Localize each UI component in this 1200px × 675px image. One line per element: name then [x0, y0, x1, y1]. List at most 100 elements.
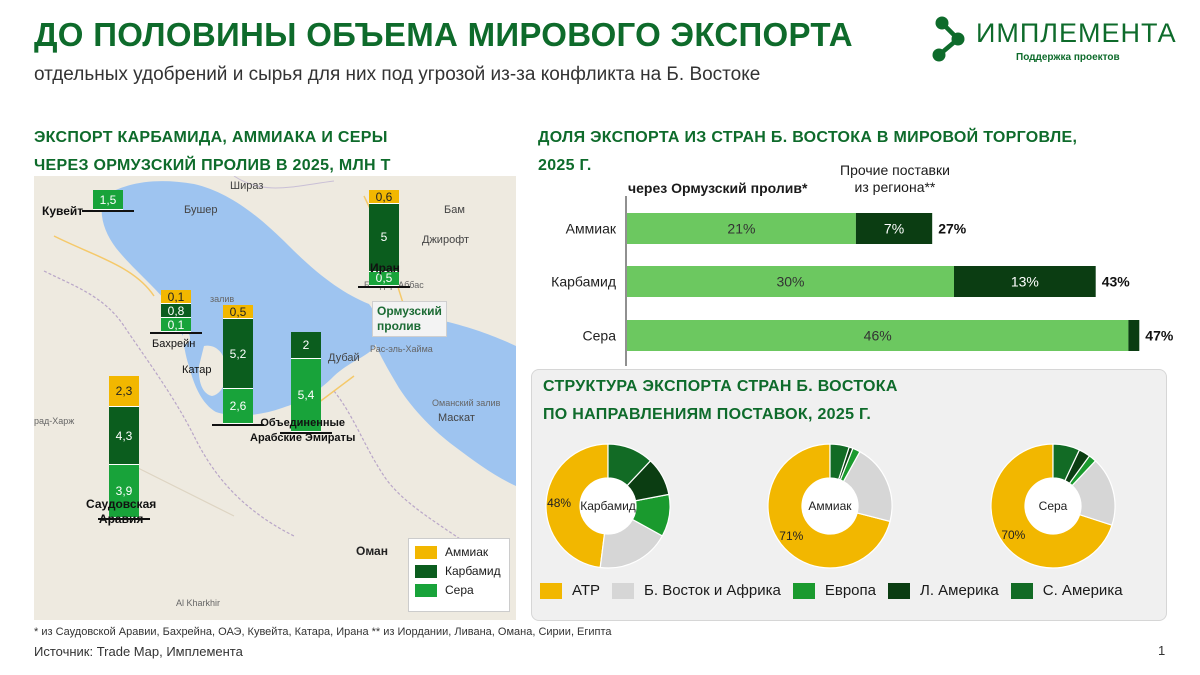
place-oman-gulf: Оманский залив — [432, 398, 501, 408]
bar-segment-carbamide: 5 — [369, 204, 399, 272]
donut-legend: АТР Б. Восток и Африка Европа Л. Америка С. … — [540, 582, 1135, 599]
place-oman: Оман — [356, 544, 388, 558]
legend-swatch — [415, 545, 437, 559]
donut-slice — [767, 443, 891, 569]
category-label: Аммиак — [566, 221, 617, 237]
legend-swatch — [415, 564, 437, 578]
donut-charts: Карбамид 48% Аммиак 71% Сера 70% — [545, 443, 1116, 569]
bar-label-other: 7% — [884, 221, 904, 237]
donut-hole — [802, 478, 858, 534]
legend-swatch — [540, 582, 562, 599]
map-section-title: ЭКСПОРТ КАРБАМИДА, АММИАКА И СЕРЫ ЧЕРЕЗ … — [34, 129, 391, 174]
donut-legend-item: Л. Америка — [887, 582, 999, 599]
bar-other — [1128, 320, 1140, 351]
bar-segment-sulfur: 1,5 — [93, 190, 123, 211]
bar-other — [954, 266, 1096, 297]
page-title: ДО ПОЛОВИНЫ ОБЪЕМА МИРОВОГО ЭКСПОРТА — [34, 16, 853, 53]
bar-segment-carbamide: 0,8 — [161, 304, 191, 318]
stack-bahrain: 0,1 0,8 0,1 — [150, 290, 202, 334]
bar-label-hormuz: 30% — [776, 274, 804, 290]
place-gulf: залив — [210, 294, 235, 304]
col-head-hormuz: через Ормузский пролив* — [628, 180, 808, 196]
bar-label-hormuz: 46% — [864, 328, 892, 344]
country-iran: Иран — [370, 261, 400, 275]
stack-bars: 0,6 5 0,5 — [369, 190, 399, 286]
page-number: 1 — [1158, 643, 1166, 658]
legend-label: Б. Восток и Африка — [644, 582, 781, 599]
donut-slice — [631, 493, 671, 537]
place-al-kharkhir: Al Kharkhir — [176, 598, 221, 608]
donut-hole — [580, 478, 636, 534]
place-dubai: Дубай — [328, 352, 360, 364]
stack-bars: 0,1 0,8 0,1 — [161, 290, 191, 332]
legend-label: АТР — [572, 582, 601, 599]
map-legend: Аммиак Карбамид Сера — [408, 538, 510, 612]
donut-section-title: СТРУКТУРА ЭКСПОРТА СТРАН Б. ВОСТОКА ПО Н… — [543, 378, 898, 423]
logo-mark-icon — [932, 16, 965, 62]
source: Источник: Trade Map, Имплемента — [34, 644, 243, 659]
donut-value-label: 48% — [547, 496, 571, 510]
page-subtitle: отдельных удобрений и сырья для них под … — [34, 64, 761, 85]
stack-bars: 1,5 — [93, 190, 123, 211]
country-uae: Объединенные Арабские Эмираты — [250, 417, 356, 444]
place-haradh: рад-Харж — [34, 416, 75, 426]
bar-segment-sulfur: 3,9 — [109, 465, 139, 518]
bar-hormuz — [627, 266, 954, 297]
place-bushehr: Бушер — [184, 204, 218, 216]
bar-total-label: 47% — [1145, 328, 1174, 344]
stack-saudi: 2,3 4,3 3,9 — [98, 376, 150, 520]
stack-uae: 2 5,4 — [280, 332, 332, 434]
place-shiraz: Шираз — [230, 180, 264, 192]
stack-baseline — [150, 332, 202, 334]
donut-value-label: 71% — [779, 529, 803, 543]
bar-total-label: 27% — [938, 221, 967, 237]
bar-segment-ammonia: 0,6 — [369, 190, 399, 204]
country-saudi: Саудовская Аравия — [86, 497, 157, 526]
stack-baseline — [212, 424, 264, 427]
country-bahrain: Бахрейн — [152, 338, 196, 350]
donut-center-label: Сера — [1039, 499, 1068, 513]
legend-label: Л. Америка — [919, 582, 999, 599]
footnote: * из Саудовской Аравии, Бахрейна, ОАЭ, К… — [34, 626, 612, 638]
donut-panel: СТРУКТУРА ЭКСПОРТА СТРАН Б. ВОСТОКА ПО Н… — [531, 369, 1167, 621]
donut-legend-item: Б. Восток и Африка — [612, 582, 781, 599]
place-jiroft: Джирофт — [422, 234, 470, 246]
stack-baseline — [280, 431, 332, 434]
donut-legend-item: АТР — [540, 582, 600, 599]
legend-item-sulfur: Сера — [415, 583, 503, 597]
bar-segment-sulfur: 2,6 — [223, 389, 253, 425]
legend-label: С. Америка — [1042, 582, 1123, 599]
logo: ИМПЛЕМЕНТА Поддержка проектов — [930, 12, 1180, 70]
donut-legend-item: С. Америка — [1010, 582, 1123, 599]
legend-swatch — [887, 582, 910, 599]
bar-total-label: 43% — [1102, 274, 1131, 290]
stack-bars: 0,5 5,2 2,6 — [223, 305, 253, 425]
bar-segment-carbamide: 5,2 — [223, 319, 253, 390]
legend-swatch — [415, 583, 437, 597]
place-ras-al-khaimah: Рас-эль-Хайма — [370, 344, 433, 354]
stack-baseline — [98, 517, 150, 520]
stack-baseline — [358, 285, 410, 288]
country-kuwait: Кувейт — [42, 204, 84, 218]
donut-value-label: 70% — [1001, 528, 1025, 542]
col-head-other: Прочие поставки из региона** — [840, 162, 950, 195]
donut-center-label: Аммиак — [808, 499, 852, 513]
bar-other — [855, 213, 933, 244]
stack-iran: 0,6 5 0,5 — [358, 190, 410, 288]
bar-segment-sulfur: 5,4 — [291, 359, 321, 432]
share-bar-chart: Аммиак 21% 7% 27% Карбамид 30% 13% 43% Сера 46% 47… — [551, 196, 1174, 366]
donut-hole — [1025, 478, 1081, 534]
place-bam: Бам — [444, 204, 465, 216]
stack-bars: 2 5,4 — [291, 332, 321, 432]
bar-segment-ammonia: 2,3 — [109, 376, 139, 408]
stack-bars: 2,3 4,3 3,9 — [109, 376, 139, 518]
bar-label-other: 13% — [1011, 274, 1039, 290]
legend-item-carbamide: Карбамид — [415, 564, 503, 578]
bar-label-hormuz: 21% — [727, 221, 755, 237]
stack-qatar: 0,5 5,2 2,6 — [212, 305, 264, 427]
bar-segment-ammonia: 0,5 — [223, 305, 253, 319]
bar-hormuz — [627, 320, 1129, 351]
bar-segment-sulfur: 0,5 — [369, 271, 399, 286]
legend-swatch — [792, 582, 815, 599]
category-label: Сера — [583, 328, 617, 344]
